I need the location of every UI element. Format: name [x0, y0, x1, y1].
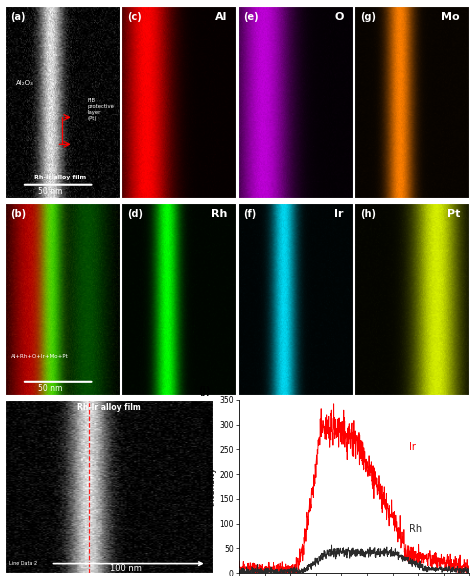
Text: (f): (f)	[244, 209, 257, 219]
Text: Al+Rh+O+Ir+Mo+Pt: Al+Rh+O+Ir+Mo+Pt	[10, 354, 68, 359]
Text: Rh-Ir alloy film: Rh-Ir alloy film	[34, 175, 86, 180]
Text: Rh: Rh	[410, 524, 422, 533]
Text: Pt: Pt	[447, 209, 460, 219]
Text: (g): (g)	[360, 12, 376, 21]
Text: 50 nm: 50 nm	[38, 384, 63, 393]
Text: (b): (b)	[10, 209, 27, 219]
Text: Rh: Rh	[210, 209, 227, 219]
Text: (h): (h)	[360, 209, 376, 219]
Text: Al: Al	[215, 12, 227, 21]
Text: (e): (e)	[244, 12, 259, 21]
Text: (d): (d)	[127, 209, 143, 219]
Text: Ir: Ir	[334, 209, 344, 219]
Text: O: O	[334, 12, 344, 21]
Text: 100 nm: 100 nm	[109, 564, 141, 573]
Text: 50 nm: 50 nm	[38, 187, 63, 196]
Y-axis label: Intensity: Intensity	[207, 467, 216, 506]
Text: FIB
protective
layer
(Pt): FIB protective layer (Pt)	[87, 98, 114, 122]
Text: Al₂O₃: Al₂O₃	[16, 79, 34, 86]
Text: (c): (c)	[127, 12, 142, 21]
Text: Rh-Ir alloy film: Rh-Ir alloy film	[77, 403, 141, 412]
Text: (j): (j)	[198, 386, 210, 396]
Text: (a): (a)	[10, 12, 26, 21]
Text: Line Data 2: Line Data 2	[9, 561, 37, 566]
Text: Mo: Mo	[441, 12, 460, 21]
Text: Ir: Ir	[410, 442, 416, 452]
